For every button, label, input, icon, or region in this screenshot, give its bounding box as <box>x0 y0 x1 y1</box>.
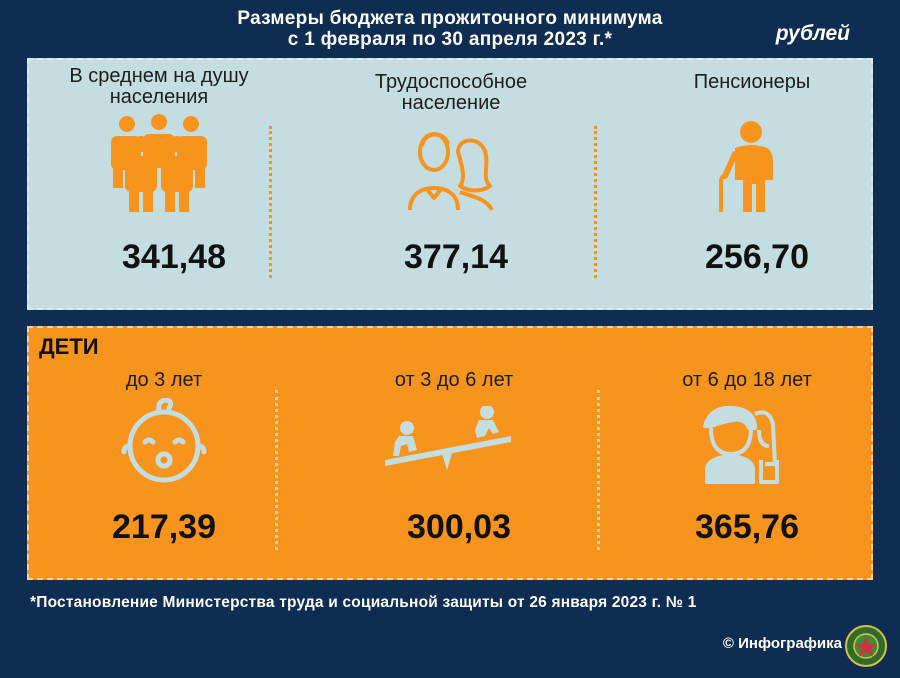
unit-label: рублей <box>775 22 850 45</box>
children-panel: ДЕТИ до 3 лет 217,39 от 3 до 6 лет <box>27 326 873 580</box>
elderly-person-icon <box>711 118 781 217</box>
under-3-column: до 3 лет 217,39 <box>29 328 279 578</box>
title-line-2: с 1 февраля по 30 апреля 2023 г.* <box>287 29 613 50</box>
emblem-icon <box>844 624 888 673</box>
pensioners-value: 256,70 <box>705 238 809 276</box>
divider <box>594 126 597 278</box>
working-age-value: 377,14 <box>404 238 508 276</box>
divider <box>269 126 272 278</box>
average-label: В среднем на душу населения <box>69 65 249 108</box>
page-title: Размеры бюджета прожиточного минимума с … <box>0 8 900 50</box>
crowd-icon <box>107 112 211 217</box>
adults-panel: В среднем на душу населения 341,48 Трудо… <box>27 58 873 310</box>
age-3-6-value: 300,03 <box>407 508 511 546</box>
working-age-label: Трудоспособное население <box>374 71 528 114</box>
infographic-credit: © Инфографика <box>722 635 842 652</box>
average-per-capita-column: В среднем на душу населения 341,48 <box>29 60 289 308</box>
pensioners-label: Пенсионеры <box>693 71 811 93</box>
age-3-6-column: от 3 до 6 лет 300,03 <box>329 328 579 578</box>
baby-icon <box>121 397 207 489</box>
teenagers-icon <box>699 400 783 489</box>
age-6-18-value: 365,76 <box>695 508 799 546</box>
age-6-18-column: от 6 до 18 лет 365,76 <box>619 328 875 578</box>
average-value: 341,48 <box>122 238 226 276</box>
children-heading: ДЕТИ <box>39 334 99 359</box>
seesaw-icon <box>383 405 513 481</box>
under-3-label: до 3 лет <box>125 369 203 391</box>
footnote: *Постановление Министерства труда и соци… <box>30 594 697 611</box>
working-age-column: Трудоспособное население 377,14 <box>321 60 581 308</box>
pensioners-column: Пенсионеры 256,70 <box>629 60 875 308</box>
age-6-18-label: от 6 до 18 лет <box>682 369 812 391</box>
under-3-value: 217,39 <box>112 508 216 546</box>
age-3-6-label: от 3 до 6 лет <box>394 369 514 391</box>
divider <box>597 390 600 550</box>
couple-icon <box>406 122 496 217</box>
title-line-1: Размеры бюджета прожиточного минимума <box>237 8 663 29</box>
divider <box>275 390 278 550</box>
